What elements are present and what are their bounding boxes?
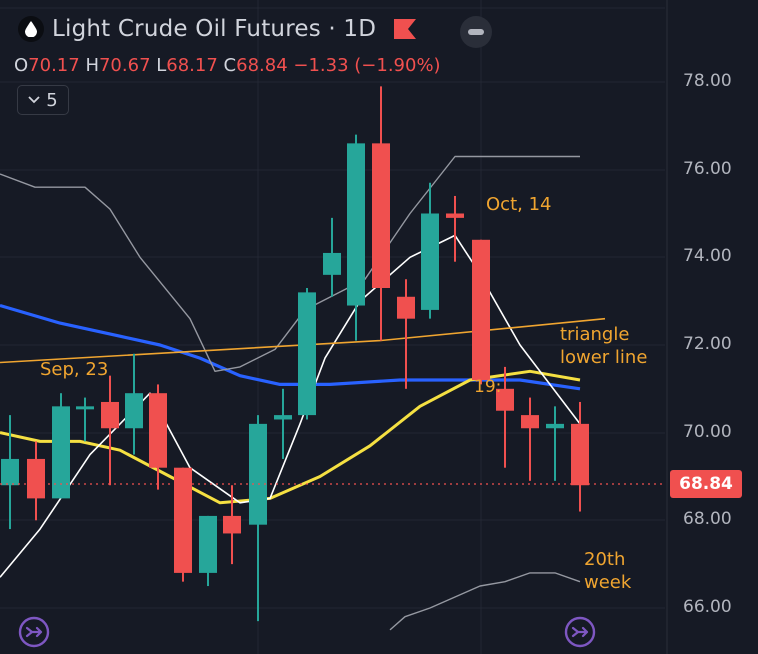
scroll-to-realtime-button[interactable] bbox=[564, 616, 596, 648]
candle bbox=[52, 393, 70, 499]
annotation-triangle[interactable]: triangle lower line bbox=[560, 323, 647, 369]
minus-icon bbox=[468, 29, 484, 35]
triangle-lower-line-line bbox=[0, 317, 606, 364]
open-value: 70.17 bbox=[28, 55, 80, 76]
price-tick: 68.00 bbox=[683, 509, 732, 529]
annotation-triangle-line1: triangle bbox=[560, 324, 630, 345]
close-value: 68.84 bbox=[236, 55, 288, 76]
candle bbox=[27, 441, 45, 521]
candle bbox=[446, 195, 464, 262]
price-tick: 72.00 bbox=[683, 334, 732, 354]
close-label: C bbox=[223, 55, 237, 76]
candle bbox=[249, 415, 267, 622]
candle bbox=[496, 366, 514, 468]
price-tick: 74.00 bbox=[683, 246, 732, 266]
price-tick: 76.00 bbox=[683, 159, 732, 179]
candles bbox=[1, 86, 589, 622]
price-tick: 78.00 bbox=[683, 71, 732, 91]
candle bbox=[76, 397, 94, 442]
candle bbox=[101, 375, 119, 486]
candle bbox=[223, 485, 241, 565]
scroll-left-merge-button[interactable] bbox=[18, 616, 50, 648]
candle bbox=[397, 279, 415, 389]
high-value: 70.67 bbox=[98, 55, 151, 76]
price-tick: 70.00 bbox=[683, 422, 732, 442]
chevron-down-icon bbox=[28, 96, 40, 104]
candle bbox=[298, 288, 316, 420]
oil-drop-icon bbox=[18, 16, 44, 42]
candle bbox=[274, 388, 292, 459]
candle bbox=[521, 397, 539, 481]
change-value: −1.33 (−1.90%) bbox=[293, 55, 441, 76]
candle bbox=[1, 415, 19, 530]
candle bbox=[571, 401, 589, 512]
candle bbox=[174, 467, 192, 582]
candle bbox=[372, 86, 390, 341]
high-label: H bbox=[85, 55, 99, 76]
candle bbox=[149, 384, 167, 490]
annotation-week-line2: week bbox=[584, 572, 632, 593]
indicators-toggle-button[interactable]: 5 bbox=[17, 85, 69, 115]
indicator-count: 5 bbox=[46, 89, 58, 111]
candle bbox=[472, 239, 490, 385]
candle bbox=[199, 515, 217, 587]
annotation-partial-time: 19: bbox=[474, 377, 502, 397]
candle bbox=[125, 353, 143, 455]
bollinger-lower-line bbox=[389, 572, 581, 631]
annotation-20th-week[interactable]: 20th week bbox=[584, 548, 631, 594]
annotation-sep23[interactable]: Sep, 23 bbox=[40, 359, 109, 380]
collapse-button[interactable] bbox=[460, 16, 492, 48]
annotation-oct14[interactable]: Oct, 14 bbox=[486, 194, 552, 215]
low-label: L bbox=[156, 55, 167, 76]
annotation-triangle-line2: lower line bbox=[560, 347, 648, 368]
candle bbox=[323, 217, 341, 297]
annotation-week-line1: 20th bbox=[584, 549, 626, 570]
low-value: 68.17 bbox=[166, 55, 218, 76]
open-label: O bbox=[14, 55, 29, 76]
price-tick: 66.00 bbox=[683, 597, 732, 617]
current-price-badge: 68.84 bbox=[670, 470, 742, 498]
candle bbox=[347, 134, 365, 341]
chart-header: Light Crude Oil Futures · 1D bbox=[18, 16, 417, 42]
ohlc-legend: O70.17 H70.67 L68.17 C68.84 −1.33 (−1.90… bbox=[14, 55, 441, 76]
candle bbox=[421, 182, 439, 319]
symbol-title[interactable]: Light Crude Oil Futures · 1D bbox=[52, 16, 377, 42]
candle bbox=[546, 406, 564, 481]
red-flag-icon[interactable] bbox=[394, 19, 417, 39]
bollinger-upper-line bbox=[0, 155, 580, 372]
